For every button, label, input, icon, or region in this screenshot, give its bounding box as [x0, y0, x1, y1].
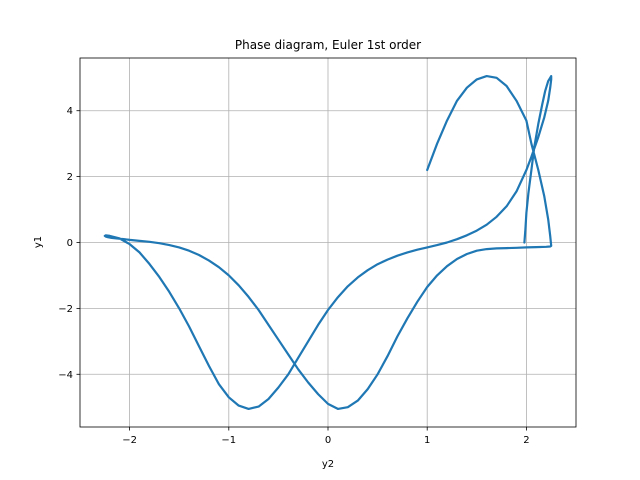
series-line	[103, 74, 553, 410]
x-tick-label: −1	[221, 435, 236, 446]
y-tick-label: 2	[67, 172, 73, 183]
x-tick-label: 1	[424, 435, 430, 446]
y-tick-label: −2	[58, 304, 73, 315]
x-tick-label: 2	[523, 435, 529, 446]
x-tick-label: −2	[122, 435, 137, 446]
x-axis-label: y2	[322, 459, 334, 470]
y-tick-label: 0	[67, 238, 73, 249]
x-tick-label: 0	[325, 435, 331, 446]
y-tick-label: −4	[58, 370, 73, 381]
chart-title: Phase diagram, Euler 1st order	[235, 38, 421, 52]
plot-area	[103, 74, 553, 410]
y-tick-label: 4	[67, 106, 73, 117]
axis-ticks: −2 −1 0 1 2 −4 −2 0 2 4	[58, 106, 529, 446]
y-axis-label: y1	[33, 236, 44, 248]
grid-lines	[80, 58, 576, 427]
